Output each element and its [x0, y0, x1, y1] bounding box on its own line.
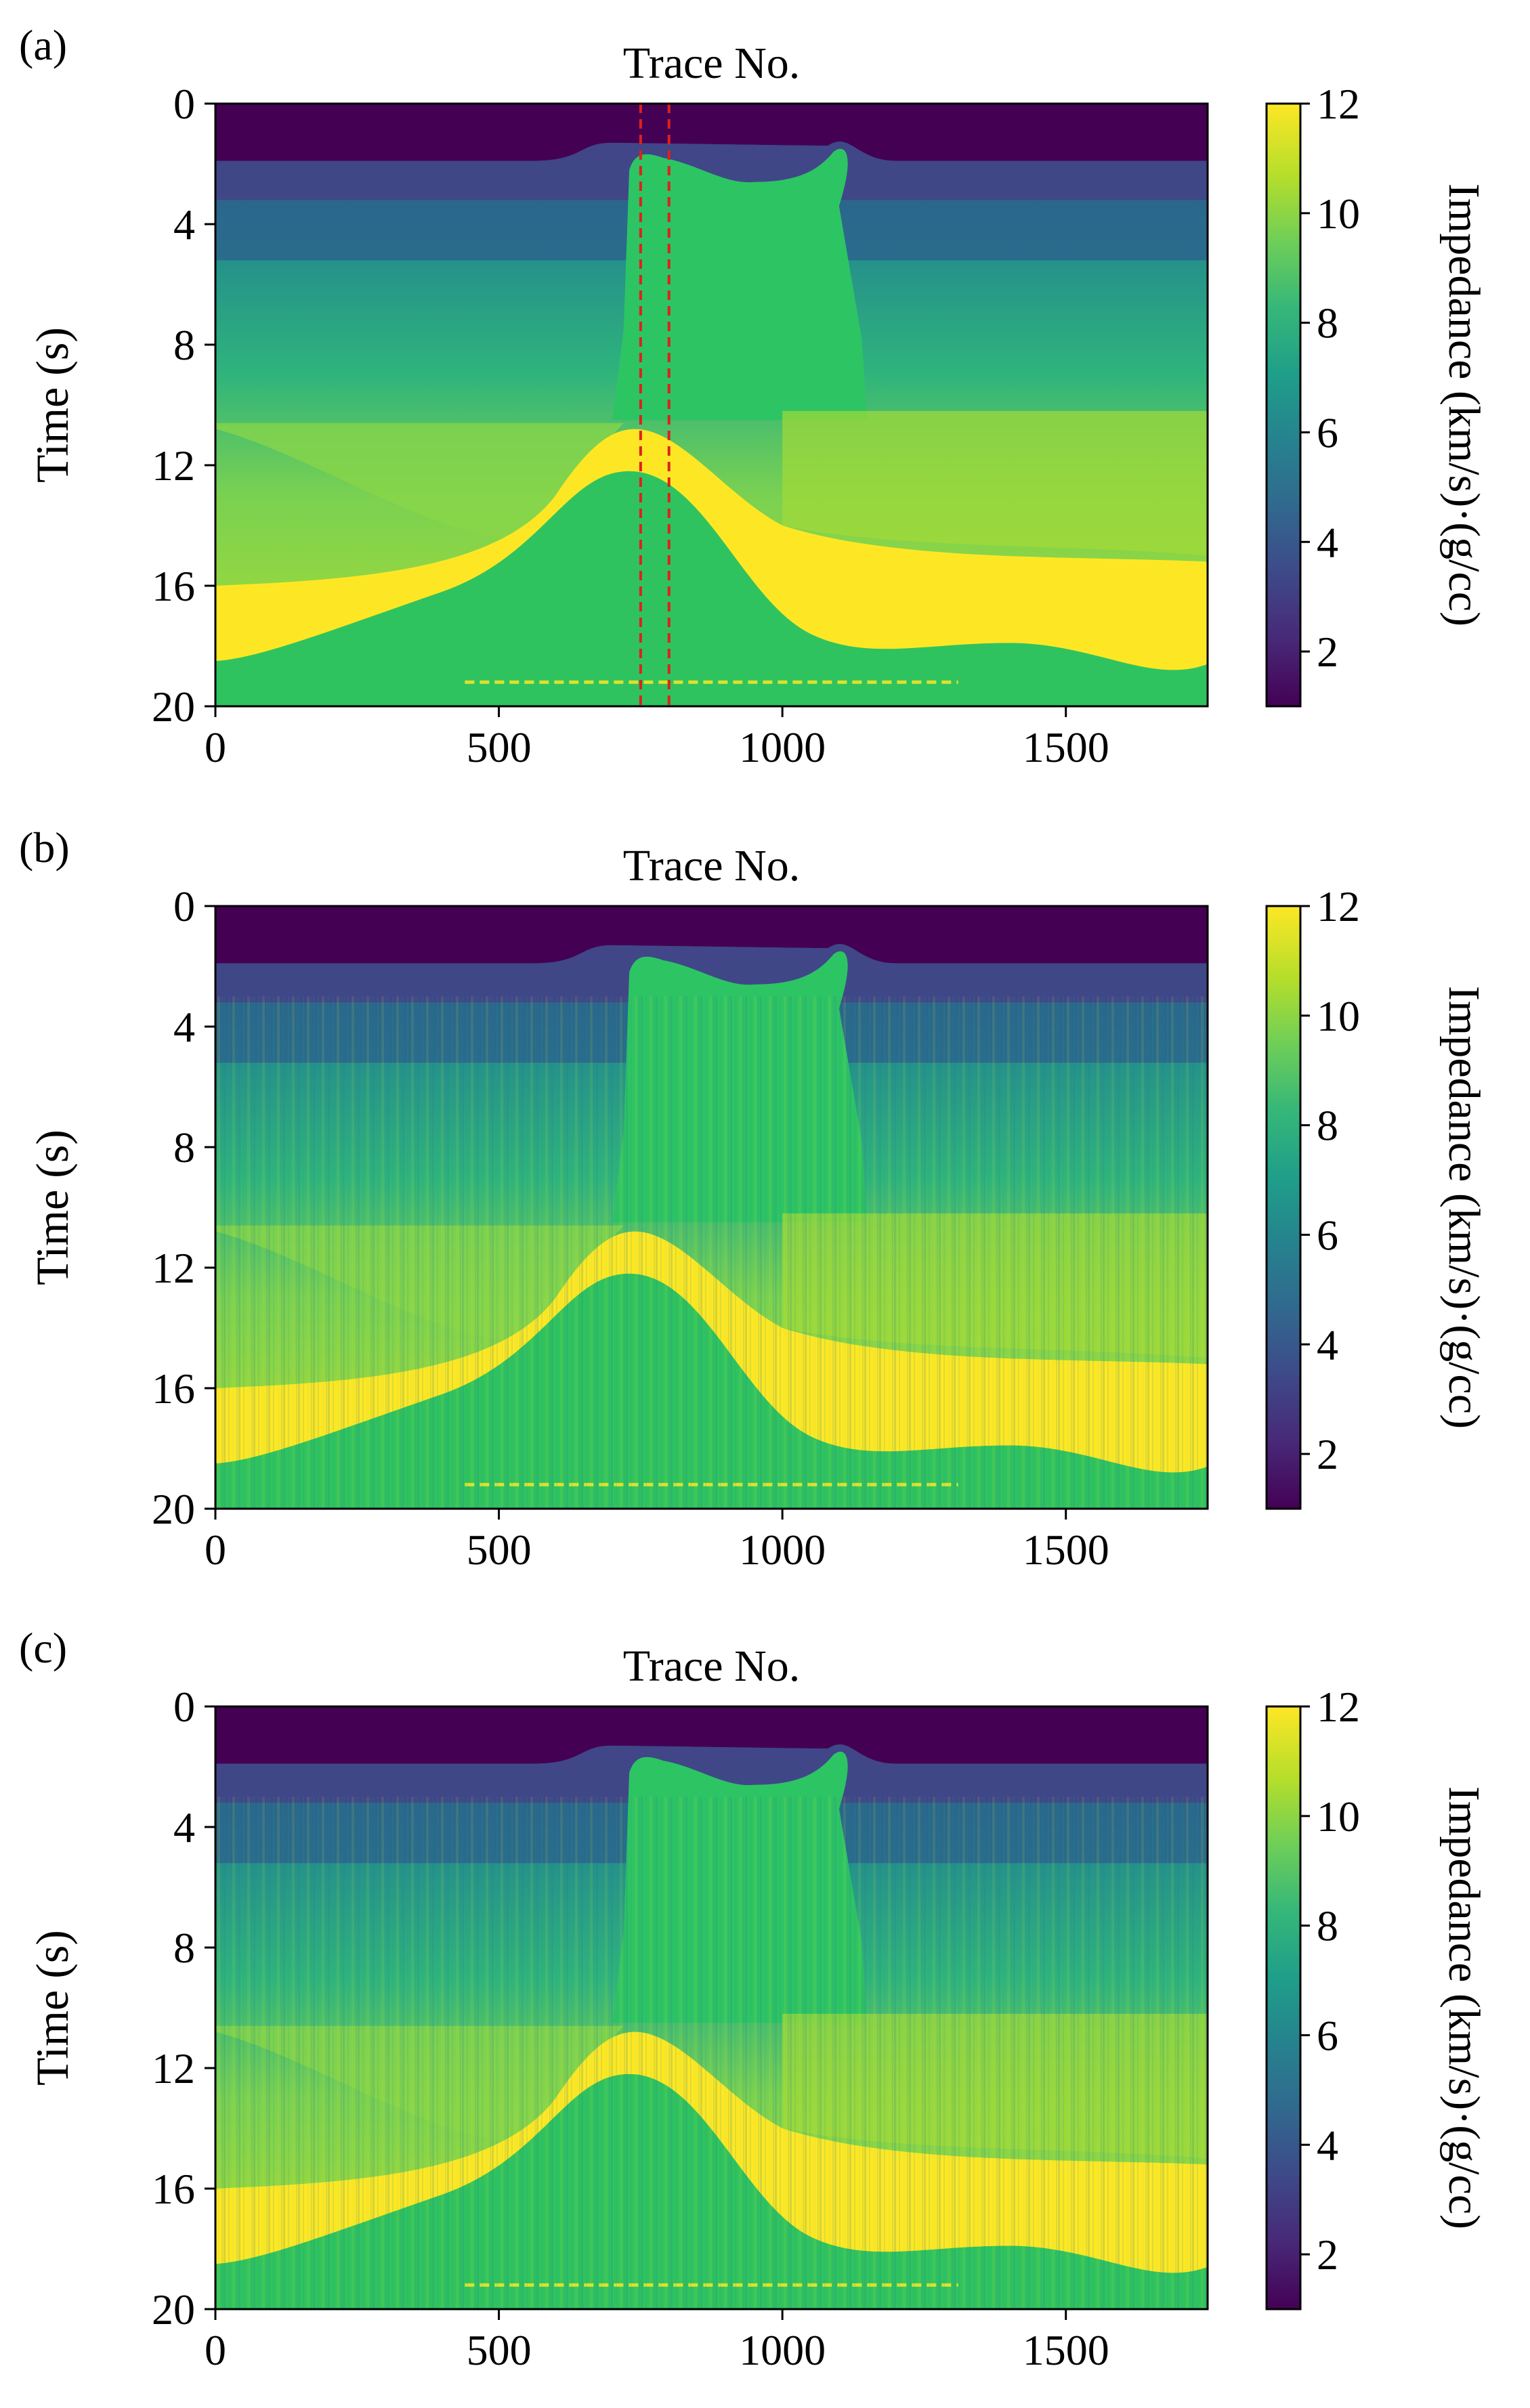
colorbar-frame — [1265, 1705, 1302, 2310]
y-tick-label: 0 — [173, 882, 195, 930]
y-tick-label: 0 — [173, 1683, 195, 1731]
colorbar-tick-label: 10 — [1317, 992, 1360, 1040]
y-tick-label: 0 — [173, 80, 195, 128]
panel-title: Trace No. — [623, 39, 801, 88]
colorbar-label: Impedance (km/s)·(g/cc) — [1439, 1786, 1489, 2229]
y-tick-label: 12 — [152, 2044, 195, 2092]
y-tick-label: 20 — [152, 2285, 195, 2334]
colorbar-tick-label: 6 — [1317, 2011, 1338, 2059]
y-tick-label: 4 — [173, 1003, 195, 1051]
left-sediment-wedge — [215, 423, 624, 538]
y-tick-label: 16 — [152, 562, 195, 610]
x-tick-label: 1500 — [1023, 723, 1109, 771]
colorbar — [1267, 104, 1300, 706]
x-tick-label: 500 — [467, 1526, 532, 1574]
colorbar-tick-label: 4 — [1317, 2121, 1338, 2169]
colorbar-label: Impedance (km/s)·(g/cc) — [1439, 184, 1489, 626]
y-tick-label: 8 — [173, 321, 195, 369]
x-tick-label: 500 — [467, 723, 532, 771]
y-tick-label: 4 — [173, 200, 195, 249]
impedance-heatmap — [215, 1706, 1208, 2309]
y-axis-label: Time (s) — [26, 1930, 78, 2086]
impedance-heatmap — [215, 906, 1208, 1509]
impedance-heatmap — [215, 104, 1208, 706]
right-sediment-layer — [782, 410, 1208, 556]
inversion-noise-texture — [215, 1797, 1208, 2309]
shallow-sediment-layer — [215, 944, 1208, 1003]
colorbar-tick-label: 8 — [1317, 1102, 1338, 1150]
colorbar-tick-label: 2 — [1317, 2231, 1338, 2279]
colorbar-tick-label: 12 — [1317, 1683, 1360, 1731]
shallow-sediment-layer — [215, 142, 1208, 200]
salt-body — [612, 148, 868, 421]
colorbar-tick-label: 4 — [1317, 1320, 1338, 1369]
x-tick-label: 0 — [205, 723, 226, 771]
x-tick-label: 1000 — [739, 723, 826, 771]
panel-letter: (c) — [19, 1624, 67, 1672]
x-tick-label: 0 — [205, 2326, 226, 2374]
panel-title: Trace No. — [623, 841, 801, 890]
x-tick-label: 1000 — [739, 1526, 826, 1574]
x-tick-label: 1000 — [739, 2326, 826, 2374]
plot-frame — [214, 905, 1209, 1510]
colorbar-tick-label: 8 — [1317, 1902, 1338, 1950]
shallow-sediment-layer — [215, 1744, 1208, 1803]
colorbar — [1267, 906, 1300, 1509]
y-tick-label: 20 — [152, 683, 195, 731]
colorbar-frame — [1265, 905, 1302, 1510]
y-tick-label: 20 — [152, 1485, 195, 1533]
colorbar-tick-label: 12 — [1317, 80, 1360, 128]
y-tick-label: 12 — [152, 1244, 195, 1292]
colorbar-tick-label: 4 — [1317, 518, 1338, 566]
colorbar-tick-label: 6 — [1317, 408, 1338, 456]
panel-title: Trace No. — [623, 1641, 801, 1691]
y-tick-label: 16 — [152, 1364, 195, 1413]
colorbar-tick-label: 10 — [1317, 1792, 1360, 1841]
inversion-noise-texture — [215, 996, 1208, 1509]
x-tick-label: 500 — [467, 2326, 532, 2374]
y-tick-label: 16 — [152, 2165, 195, 2213]
water-layer — [215, 906, 1208, 964]
y-axis-label: Time (s) — [26, 327, 78, 483]
high-impedance-band — [215, 429, 1208, 670]
x-tick-label: 0 — [205, 1526, 226, 1574]
basement-layer — [215, 471, 1208, 706]
y-tick-label: 8 — [173, 1123, 195, 1171]
y-tick-label: 4 — [173, 1803, 195, 1851]
colorbar-tick-label: 2 — [1317, 1430, 1338, 1478]
water-layer — [215, 1706, 1208, 1764]
colorbar-tick-label: 8 — [1317, 299, 1338, 347]
x-tick-label: 1500 — [1023, 1526, 1109, 1574]
panel-letter: (a) — [19, 21, 67, 69]
plot-frame — [214, 1705, 1209, 2310]
y-tick-label: 12 — [152, 442, 195, 490]
colorbar — [1267, 1706, 1300, 2309]
colorbar-frame — [1265, 102, 1302, 708]
colorbar-label: Impedance (km/s)·(g/cc) — [1439, 986, 1489, 1429]
colorbar-tick-label: 2 — [1317, 628, 1338, 676]
water-layer — [215, 104, 1208, 161]
panel-letter: (b) — [19, 823, 70, 872]
colorbar-tick-label: 10 — [1317, 190, 1360, 238]
colorbar-tick-label: 12 — [1317, 882, 1360, 930]
plot-frame — [214, 102, 1209, 708]
y-axis-label: Time (s) — [26, 1130, 78, 1285]
colorbar-tick-label: 6 — [1317, 1211, 1338, 1259]
y-tick-label: 8 — [173, 1924, 195, 1972]
x-tick-label: 1500 — [1023, 2326, 1109, 2374]
